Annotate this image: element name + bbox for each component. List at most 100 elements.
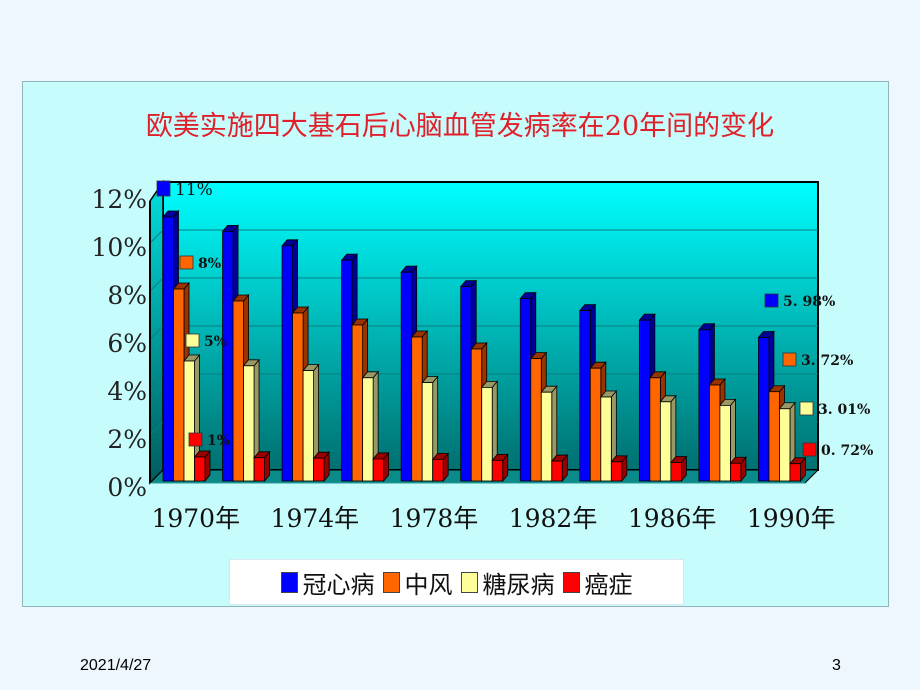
- x-tick-label: 1974年: [271, 504, 360, 533]
- data-label-marker: [802, 442, 817, 457]
- bar-group: [162, 209, 211, 483]
- bar: [411, 336, 423, 482]
- bar: [173, 288, 185, 482]
- bar: [351, 324, 364, 482]
- bar-group: [281, 238, 330, 483]
- x-tick-label: 1970年: [151, 504, 240, 533]
- chart-title: 欧美实施四大基石后心脑血管发病率在20年间的变化: [145, 111, 775, 142]
- legend-item: 冠心病: [280, 565, 375, 600]
- data-label-marker: [799, 401, 814, 416]
- data-label: 11%: [175, 180, 213, 200]
- x-tick-label: 1982年: [509, 504, 598, 533]
- bar: [779, 408, 791, 482]
- bar: [281, 245, 293, 482]
- legend-label: 冠心病: [302, 570, 375, 599]
- bar: [670, 462, 682, 482]
- legend-label: 癌症: [584, 570, 633, 599]
- bar: [600, 396, 612, 482]
- legend-swatch-icon: [562, 571, 580, 593]
- bar-group: [400, 265, 450, 483]
- bar-group: [698, 322, 747, 483]
- bar: [432, 458, 444, 482]
- y-tick-label: 0%: [107, 473, 147, 502]
- bar: [253, 457, 265, 482]
- bar: [302, 370, 314, 482]
- bar: [491, 459, 504, 482]
- bar: [579, 310, 591, 482]
- data-label: 1%: [207, 433, 230, 449]
- bar-group: [519, 291, 569, 483]
- legend-item: 糖尿病: [460, 565, 555, 600]
- data-label: 3. 72%: [801, 353, 853, 369]
- bar: [519, 298, 532, 482]
- y-tick-label: 10%: [91, 233, 147, 262]
- bar: [362, 377, 374, 482]
- bar: [194, 456, 206, 482]
- chart-legend: 冠心病 中风 糖尿病 癌症: [229, 559, 684, 605]
- y-tick-label: 2%: [107, 425, 147, 454]
- data-label-marker: [764, 293, 779, 308]
- bar: [610, 461, 623, 482]
- y-tick-label: 6%: [107, 329, 147, 358]
- y-tick-label: 4%: [107, 377, 147, 406]
- bar: [421, 382, 434, 482]
- bar: [292, 312, 304, 482]
- data-label: 8%: [198, 256, 221, 272]
- bar: [638, 319, 651, 482]
- bar-group: [459, 279, 509, 483]
- bar: [540, 391, 553, 482]
- bar: [313, 457, 325, 482]
- legend-item: 中风: [382, 565, 453, 600]
- data-label: 5. 98%: [783, 294, 835, 310]
- data-label-marker: [188, 432, 203, 447]
- bar: [768, 391, 780, 482]
- footer-date: 2021/4/27: [80, 657, 152, 674]
- bar: [243, 365, 255, 482]
- legend-swatch-icon: [280, 571, 298, 593]
- legend-item: 癌症: [562, 565, 633, 600]
- legend-swatch-icon: [382, 571, 400, 593]
- legend-label: 中风: [404, 570, 453, 599]
- bar: [709, 384, 721, 482]
- bar: [719, 404, 731, 482]
- bar-group: [340, 253, 390, 483]
- bar: [481, 386, 493, 482]
- legend-label: 糖尿病: [482, 570, 555, 599]
- y-tick-label: 12%: [91, 185, 147, 214]
- bar-group: [578, 303, 628, 483]
- bar: [232, 300, 244, 482]
- y-tick-label: 8%: [107, 281, 147, 310]
- bar: [551, 460, 563, 482]
- bar: [789, 463, 801, 482]
- bar: [589, 367, 602, 482]
- page-number: 3: [832, 657, 841, 674]
- data-label-marker: [156, 180, 171, 197]
- bar: [730, 462, 742, 482]
- bar: [162, 216, 174, 482]
- data-label: 5%: [204, 334, 227, 350]
- data-label-marker: [782, 352, 797, 367]
- data-label-marker: [185, 333, 200, 348]
- bar: [698, 329, 710, 482]
- x-tick-label: 1986年: [628, 504, 717, 533]
- bar: [341, 259, 353, 482]
- bar: [758, 337, 770, 482]
- bar: [400, 271, 413, 482]
- bar: [649, 377, 661, 482]
- data-label-marker: [179, 255, 194, 270]
- data-label: 0. 72%: [821, 443, 873, 459]
- x-tick-label: 1978年: [390, 504, 479, 533]
- bar: [183, 360, 195, 482]
- bar-group: [757, 330, 807, 483]
- bar: [470, 348, 483, 482]
- bar: [530, 358, 542, 482]
- bar: [659, 401, 672, 482]
- bar-group: [638, 313, 688, 483]
- data-label: 3. 01%: [818, 402, 870, 418]
- bar: [460, 286, 472, 482]
- legend-swatch-icon: [460, 571, 478, 593]
- bar: [372, 458, 385, 482]
- bar-group: [221, 224, 271, 483]
- x-tick-label: 1990年: [747, 504, 836, 533]
